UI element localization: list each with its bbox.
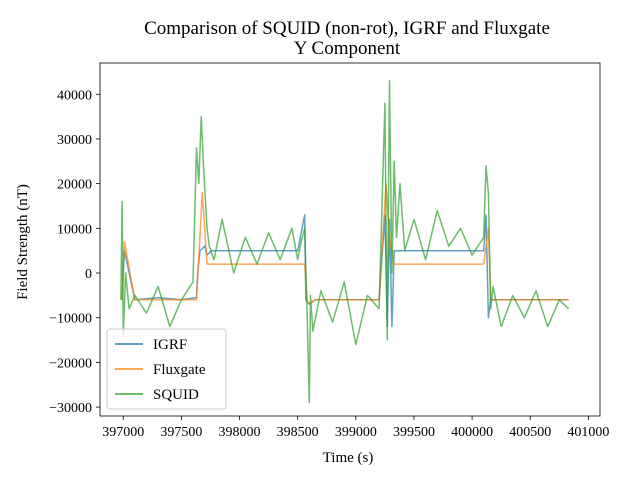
- x-tick-label: 398000: [219, 425, 261, 440]
- legend-box: [106, 328, 227, 410]
- legend-label-igrf: IGRF: [153, 337, 187, 353]
- y-tick-label: 20000: [57, 178, 92, 193]
- legend-label-fluxgate: Fluxgate: [153, 362, 206, 378]
- x-tick-label: 399000: [335, 425, 377, 440]
- series-layer: [120, 80, 570, 404]
- x-tick-label: 399500: [393, 425, 435, 440]
- legend: IGRF Fluxgate SQUID: [106, 328, 227, 410]
- x-axis: 397000 397500 398000 398500 399000 399500 4000…: [102, 416, 609, 440]
- y-tick-label: 40000: [57, 88, 92, 103]
- x-tick-label: 400000: [451, 425, 493, 440]
- chart-title-line1: Comparison of SQUID (non-rot), IGRF and …: [144, 18, 550, 39]
- y-axis: −30000 −20000 −10000 0 10000 20000 30000 40000: [49, 88, 100, 416]
- y-tick-label: 10000: [57, 222, 92, 237]
- y-axis-label: Field Strength (nT): [15, 184, 31, 300]
- y-tick-label: −20000: [49, 356, 92, 371]
- plot-frame: [99, 62, 601, 417]
- series-line-fluxgate: [121, 182, 569, 306]
- x-tick-label: 400500: [509, 425, 551, 440]
- x-tick-label: 397000: [102, 425, 144, 440]
- series-line-igrf: [121, 214, 569, 328]
- y-tick-label: 0: [85, 267, 92, 282]
- x-tick-label: 397500: [160, 425, 202, 440]
- chart-title-line2: Y Component: [294, 38, 401, 59]
- x-tick-label: 398500: [277, 425, 319, 440]
- legend-label-squid: SQUID: [153, 387, 199, 403]
- y-tick-label: 30000: [57, 133, 92, 148]
- x-tick-label: 401000: [567, 425, 609, 440]
- y-tick-label: −30000: [49, 401, 92, 416]
- x-axis-label: Time (s): [323, 450, 374, 466]
- y-tick-label: −10000: [49, 312, 92, 327]
- series-line-squid: [120, 80, 570, 404]
